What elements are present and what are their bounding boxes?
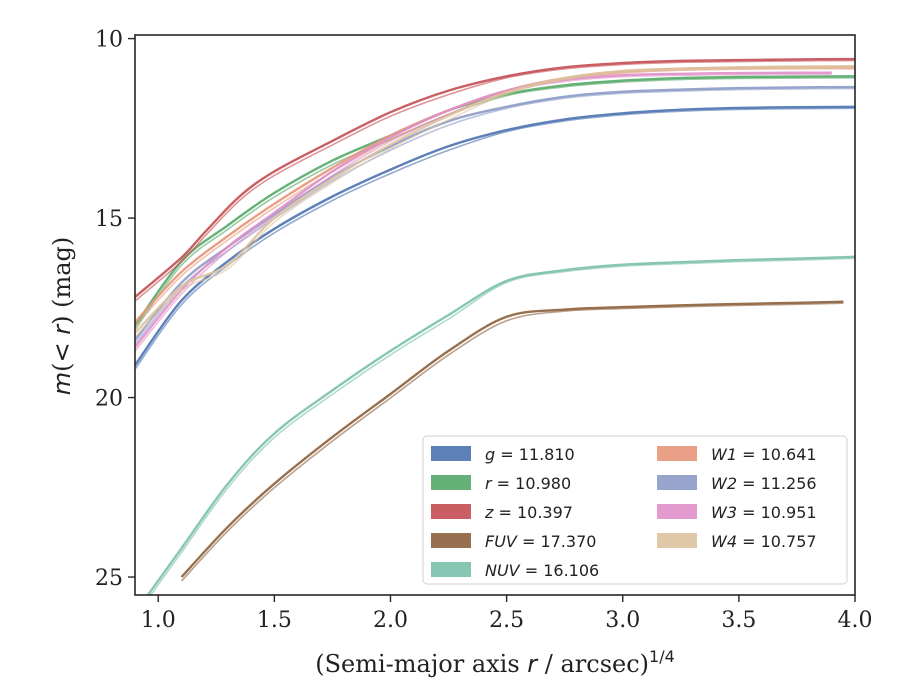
legend-label: W1 = 10.641: [711, 445, 817, 464]
legend: g = 11.810 r = 10.980 z = 10.397 FUV = 17.3…: [422, 435, 848, 585]
legend-swatch: [657, 475, 697, 490]
legend-item-z: z = 10.397: [431, 503, 573, 522]
x-label-exponent: 1/4: [649, 647, 675, 666]
x-tick-label: 4.0: [838, 608, 873, 633]
series-r: [135, 75, 855, 331]
legend-swatch: [657, 446, 697, 461]
y-tick-label: 15: [95, 207, 123, 232]
y-label-r: r: [48, 323, 76, 335]
x-label-suffix: / arcsec): [537, 650, 649, 678]
x-tick-label: 2.5: [489, 608, 524, 633]
series-line: [135, 105, 855, 366]
series-g: [135, 105, 855, 370]
legend-box: [422, 435, 848, 585]
y-axis: 10 15 20 25: [95, 28, 135, 591]
legend-label: W3 = 10.951: [711, 503, 817, 522]
legend-item-nuv: NUV = 16.106: [431, 561, 599, 580]
legend-swatch: [657, 533, 697, 548]
legend-item-g: g = 11.810: [431, 445, 575, 464]
x-tick-label: 3.5: [721, 608, 756, 633]
y-label-open: (: [48, 363, 76, 372]
series-line-alt: [135, 66, 855, 338]
legend-label: NUV = 16.106: [485, 561, 599, 580]
legend-swatch: [431, 504, 471, 519]
series-line-alt: [135, 77, 855, 331]
legend-label: FUV = 17.370: [485, 532, 596, 551]
series-line-alt: [149, 257, 855, 595]
legend-label: W4 = 10.757: [711, 532, 817, 551]
series-fuv: [180, 300, 844, 582]
x-tick-label: 2.0: [373, 608, 408, 633]
x-axis: 1.0 1.5 2.0 2.5 3.0 3.5 4.0: [141, 595, 873, 633]
series-line-alt: [135, 73, 832, 352]
x-label-var: r: [527, 650, 539, 678]
legend-swatch: [657, 504, 697, 519]
plot-frame: [134, 34, 856, 596]
legend-swatch: [431, 533, 471, 548]
legend-item-fuv: FUV = 17.370: [431, 532, 596, 551]
series-line-alt: [135, 59, 855, 302]
x-axis-label: (Semi-major axis r / arcsec)1/4: [315, 647, 675, 678]
series-nuv: [146, 255, 855, 595]
y-tick-label: 10: [95, 28, 123, 53]
legend-item-w1: W1 = 10.641: [657, 445, 817, 464]
legend-label: g = 11.810: [485, 445, 575, 464]
legend-item-w3: W3 = 10.951: [657, 503, 817, 522]
series-line: [180, 300, 844, 578]
series-line: [146, 255, 855, 595]
series-z: [135, 57, 855, 302]
y-axis-label: m(< r) (mag): [48, 237, 76, 396]
y-tick-label: 25: [95, 566, 123, 591]
legend-label: W2 = 11.256: [711, 474, 817, 493]
legend-swatch: [431, 446, 471, 461]
legend-label: z = 10.397: [484, 503, 573, 522]
series-w4: [135, 65, 855, 338]
y-label-m: m: [48, 372, 76, 395]
legend-item-w4: W4 = 10.757: [657, 532, 817, 551]
y-label-close: ): [48, 316, 76, 325]
x-tick-label: 1.5: [257, 608, 292, 633]
legend-label: r = 10.980: [485, 474, 571, 493]
y-label-unit: (mag): [48, 237, 76, 316]
x-label-prefix: (Semi-major axis: [315, 650, 527, 678]
series-line: [135, 57, 855, 299]
legend-item-w2: W2 = 11.256: [657, 474, 817, 493]
x-tick-label: 3.0: [605, 608, 640, 633]
legend-swatch: [431, 475, 471, 490]
legend-swatch: [431, 562, 471, 577]
series-layer: [135, 57, 855, 595]
legend-item-r: r = 10.980: [431, 474, 571, 493]
y-tick-label: 20: [95, 387, 123, 412]
series-line: [135, 65, 855, 334]
series-line-alt: [180, 302, 844, 582]
series-line: [135, 71, 832, 349]
x-tick-label: 1.0: [141, 608, 176, 633]
y-label-lt: <: [48, 335, 76, 363]
